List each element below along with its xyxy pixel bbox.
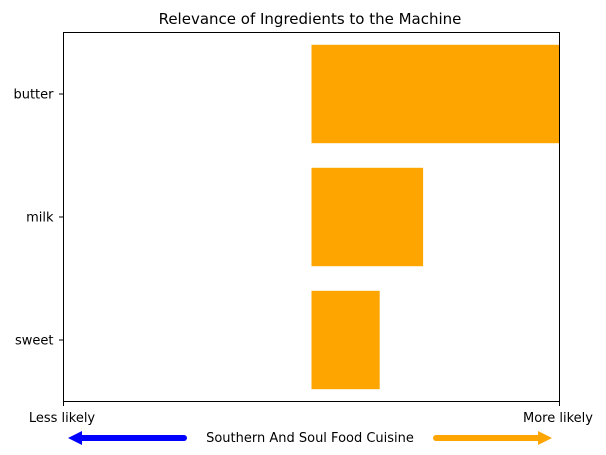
y-tick-label-sweet: sweet — [15, 334, 54, 349]
less-likely-arrowhead — [68, 431, 82, 445]
less-likely-label: Less likely — [29, 411, 96, 426]
more-likely-arrowhead — [538, 431, 552, 445]
more-likely-label: More likely — [523, 411, 593, 426]
more-likely-arrow — [433, 431, 552, 445]
bar-milk — [311, 167, 424, 267]
bar-group — [311, 44, 560, 390]
arrow-caption: Southern And Soul Food Cuisine — [206, 431, 414, 446]
plot-area-frame — [63, 32, 560, 402]
y-tick-label-milk: milk — [26, 211, 54, 226]
bar-butter — [311, 44, 560, 144]
chart-title: Relevance of Ingredients to the Machine — [159, 10, 462, 28]
bar-sweet — [311, 290, 380, 390]
y-axis-ticks: butter milk sweet — [13, 88, 64, 349]
y-tick-label-butter: butter — [13, 88, 54, 103]
less-likely-arrow — [68, 431, 187, 445]
